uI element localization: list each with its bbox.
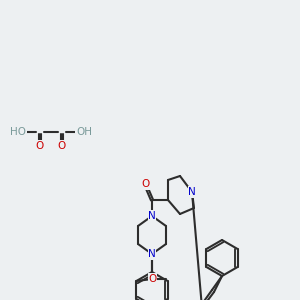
Text: HO: HO <box>10 127 26 137</box>
Text: N: N <box>148 249 156 259</box>
Text: N: N <box>148 211 156 221</box>
Text: O: O <box>142 179 150 189</box>
Text: O: O <box>58 141 66 151</box>
Text: N: N <box>188 187 196 197</box>
Text: O: O <box>148 274 157 284</box>
Text: O: O <box>36 141 44 151</box>
Text: OH: OH <box>76 127 92 137</box>
